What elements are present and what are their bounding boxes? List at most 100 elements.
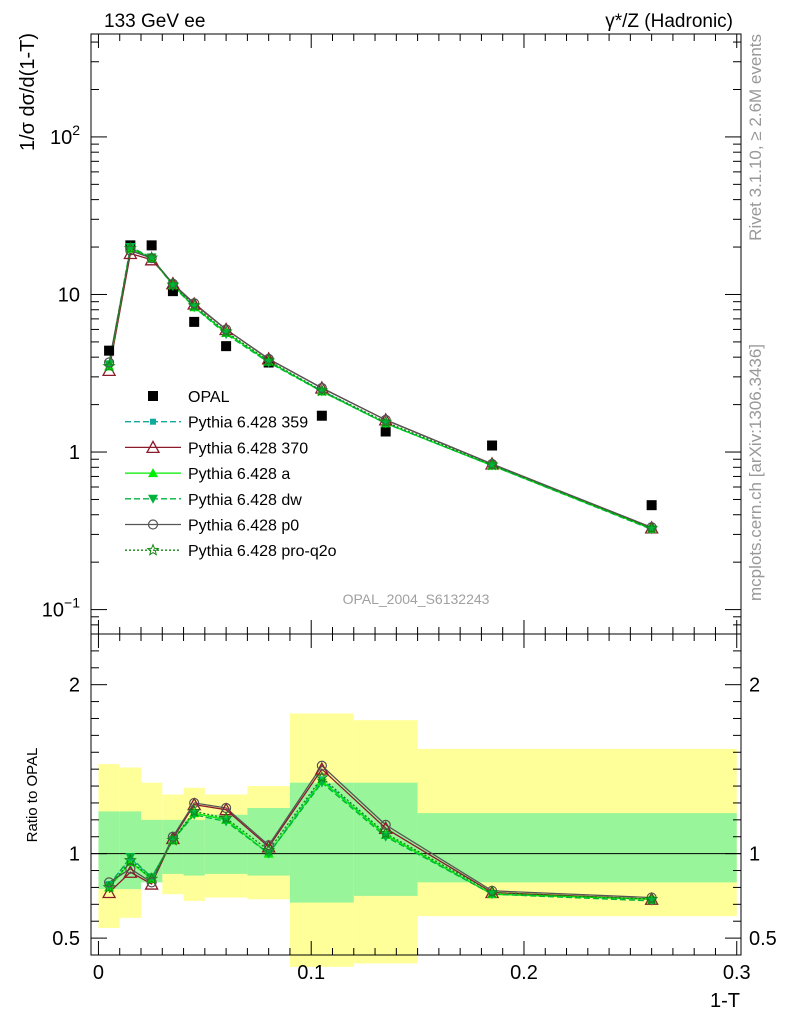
axis-ticks: 0 0.1 0.2 0.3 10−1 1 10 102 0.5 0.5 1 1 2 2 — [42, 34, 777, 984]
ratio-data-point — [219, 811, 233, 824]
panel-frames — [90, 33, 742, 956]
ratio-data-point — [102, 880, 116, 893]
y-tick-label: 10 — [58, 284, 80, 306]
ratio-data-point — [125, 853, 136, 863]
stat-band — [119, 811, 141, 890]
legend-marker — [150, 418, 156, 425]
legend-label: OPAL — [188, 389, 230, 406]
y-tick-label: 10−1 — [42, 595, 80, 622]
legend-marker — [148, 494, 158, 504]
data-point — [221, 341, 232, 352]
data-point — [485, 457, 499, 471]
data-point — [646, 500, 657, 511]
ratio-y-tick-label: 2 — [69, 675, 80, 697]
rivet-version-label: Rivet 3.1.10, ≥ 2.6M events — [746, 34, 765, 241]
main-y-axis-label: 1/σ dσ/d(1-T) — [17, 33, 39, 151]
data-point — [145, 250, 159, 264]
legend-marker — [148, 391, 158, 401]
legend-marker — [145, 440, 161, 454]
y-tick-exponent: 2 — [72, 122, 80, 138]
ratio-y-axis-label: Ratio to OPAL — [24, 748, 41, 843]
data-point — [645, 521, 659, 534]
ratio-series-line — [108, 768, 652, 900]
ratio-series-line — [108, 776, 652, 900]
data-point — [104, 360, 115, 370]
legend-label: Pythia 6.428 dw — [188, 492, 302, 509]
energy-label: 133 GeV ee — [104, 11, 205, 32]
ratio-y-tick-label-right: 2 — [749, 675, 760, 697]
legend-marker — [148, 468, 158, 478]
legend: OPAL Pythia 6.428 359 Pythia 6.428 370 Pyth… — [125, 389, 337, 560]
ratio-data-point — [125, 863, 136, 874]
data-point — [123, 241, 137, 254]
data-point — [146, 240, 157, 251]
ratio-data-point — [104, 881, 115, 891]
ratio-data-point — [187, 804, 201, 817]
process-label: γ*/Z (Hadronic) — [605, 11, 733, 32]
ratio-data-point — [380, 819, 391, 831]
data-point — [315, 383, 329, 397]
data-point — [316, 382, 327, 394]
data-point — [167, 286, 178, 297]
data-point — [166, 278, 180, 291]
legend-label: Pythia 6.428 pro-q2o — [188, 543, 337, 560]
ratio-data-point — [219, 802, 234, 816]
x-tick-label: 0.2 — [510, 962, 538, 984]
ratio-uncertainty-bands — [98, 713, 737, 967]
data-point — [102, 359, 116, 372]
ratio-series-line — [108, 764, 652, 899]
data-point — [167, 282, 178, 292]
ratio-y-tick-label-right: 1 — [749, 844, 760, 866]
data-point — [316, 410, 327, 421]
stat-band — [289, 782, 354, 903]
data-point — [187, 298, 201, 312]
ratio-data-point — [123, 853, 137, 866]
data-point — [262, 353, 276, 367]
data-point — [219, 324, 233, 338]
stat-band — [183, 819, 205, 876]
ratio-data-point — [103, 877, 115, 888]
data-point — [487, 461, 498, 471]
legend-marker — [146, 543, 160, 556]
analysis-watermark: OPAL_2004_S6132243 — [343, 591, 490, 607]
x-tick-label: 0.3 — [723, 962, 751, 984]
ratio-data-point — [316, 760, 327, 771]
stat-band — [417, 813, 567, 883]
data-point — [125, 245, 136, 256]
ratio-data-point — [315, 770, 329, 784]
ratio-data-point — [379, 826, 393, 839]
ratio-data-point — [145, 872, 159, 885]
x-axis-label: 1-T — [710, 990, 740, 1012]
y-tick-exponent: −1 — [64, 595, 80, 611]
data-point — [146, 253, 157, 264]
ratio-data-point — [167, 831, 179, 842]
ratio-data-point — [645, 892, 659, 905]
ratio-y-tick-label-right: 0.5 — [749, 928, 777, 950]
main-series-markers — [101, 240, 659, 535]
ratio-frame — [90, 633, 742, 956]
y-tick-label: 1 — [69, 442, 80, 464]
data-point — [125, 243, 136, 253]
data-point — [380, 426, 391, 437]
data-point — [103, 357, 115, 368]
mcplots-label: mcplots.cern.ch [arXiv:1306.3436] — [746, 344, 765, 601]
ratio-data-point — [166, 833, 180, 846]
stat-band — [566, 813, 737, 883]
series-line — [108, 246, 652, 531]
legend-label: Pythia 6.428 p0 — [188, 518, 299, 535]
ratio-data-point — [146, 877, 157, 888]
x-tick-label: 0.1 — [297, 962, 325, 984]
data-point — [487, 440, 498, 451]
ratio-data-point — [189, 797, 200, 809]
y-tick-label: 102 — [50, 122, 80, 149]
ratio-data-point — [485, 885, 499, 899]
stat-band — [98, 811, 120, 890]
x-tick-label: 0 — [93, 962, 104, 984]
ratio-data-point — [262, 843, 276, 856]
ratio-y-tick-label: 1 — [69, 844, 80, 866]
legend-marker — [147, 519, 159, 530]
data-point — [379, 415, 393, 428]
ratio-data-point — [263, 840, 274, 851]
data-point — [646, 525, 657, 535]
